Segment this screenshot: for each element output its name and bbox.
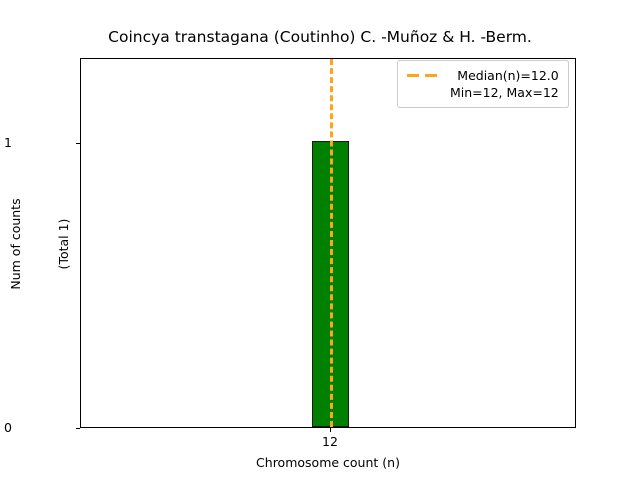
legend-minmax-label: Min=12, Max=12 — [450, 85, 559, 100]
legend-dashed-line-icon — [407, 67, 441, 83]
legend-median-label: Median(n)=12.0 — [457, 68, 559, 83]
y-tick-mark-1 — [76, 143, 80, 144]
x-tick-mark-12 — [330, 428, 331, 432]
median-line — [330, 59, 333, 427]
plot-area: Median(n)=12.0 Min=12, Max=12 — [80, 58, 576, 428]
y-axis-ticks: 0 1 — [0, 0, 80, 480]
legend-entry-median: Median(n)=12.0 Min=12, Max=12 — [407, 67, 559, 101]
y-tick-label-0: 0 — [4, 419, 12, 435]
x-axis-label: Chromosome count (n) — [256, 455, 400, 470]
chart-legend: Median(n)=12.0 Min=12, Max=12 — [397, 60, 569, 108]
y-tick-label-1: 1 — [4, 134, 12, 150]
x-tick-label-12: 12 — [322, 434, 338, 449]
legend-entry-text: Median(n)=12.0 Min=12, Max=12 — [450, 67, 559, 101]
chart-title: Coincya transtagana (Coutinho) C. -Muñoz… — [108, 28, 532, 46]
y-tick-mark-0 — [76, 428, 80, 429]
